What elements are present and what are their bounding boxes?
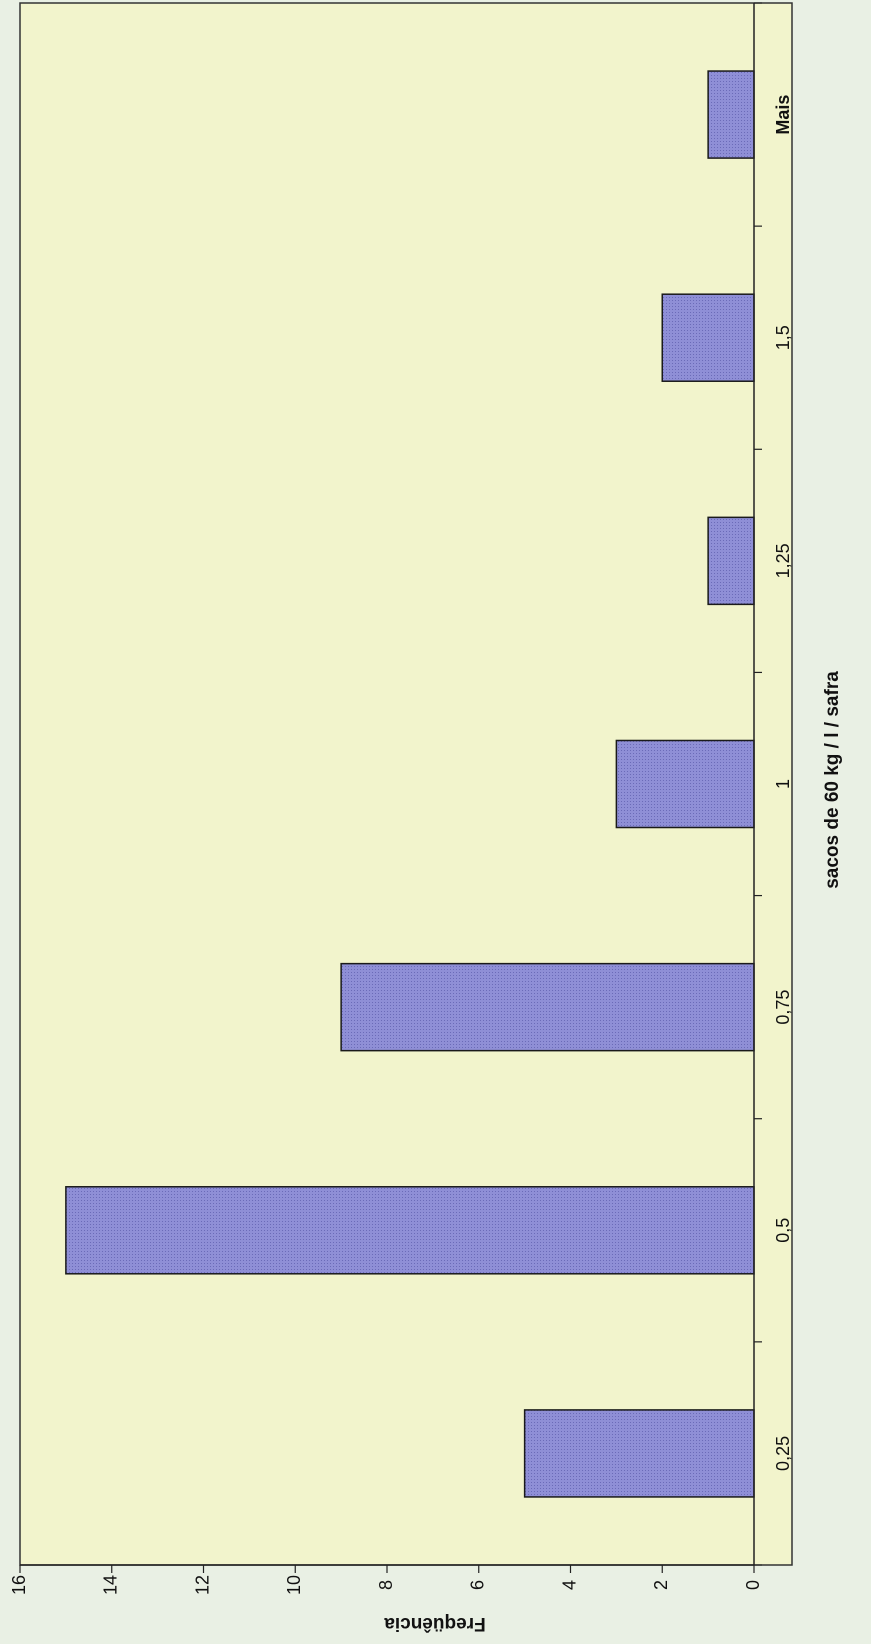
histogram-bar [707, 516, 755, 606]
y-tick-label: 4 [559, 1580, 579, 1590]
histogram-bar [523, 1409, 755, 1498]
y-tick-label: 8 [376, 1580, 396, 1590]
x-tick-label: 0,25 [773, 1436, 793, 1471]
y-tick-label: 10 [284, 1575, 304, 1595]
y-tick-label: 6 [468, 1580, 488, 1590]
histogram-bar [661, 293, 755, 382]
x-tick-label: 0,75 [773, 990, 793, 1025]
y-axis-label: Freqüência [384, 1613, 486, 1634]
y-tick-label: 14 [101, 1575, 121, 1595]
x-tick-label: Mais [773, 95, 793, 135]
y-tick-label: 0 [743, 1580, 763, 1590]
x-axis-label: sacos de 60 kg / l / safra [822, 671, 843, 889]
histogram-bar [65, 1186, 755, 1275]
histogram-bar [707, 70, 755, 159]
x-tick-label: 1,25 [773, 543, 793, 578]
y-tick-label: 12 [192, 1575, 212, 1595]
y-tick-label: 2 [651, 1580, 671, 1590]
histogram-bar [615, 739, 755, 829]
histogram-bar [340, 962, 755, 1052]
y-tick-label: 16 [9, 1575, 29, 1595]
x-tick-label: 1 [773, 779, 793, 789]
x-tick-label: 1,5 [773, 325, 793, 350]
x-tick-label: 0,5 [773, 1218, 793, 1243]
